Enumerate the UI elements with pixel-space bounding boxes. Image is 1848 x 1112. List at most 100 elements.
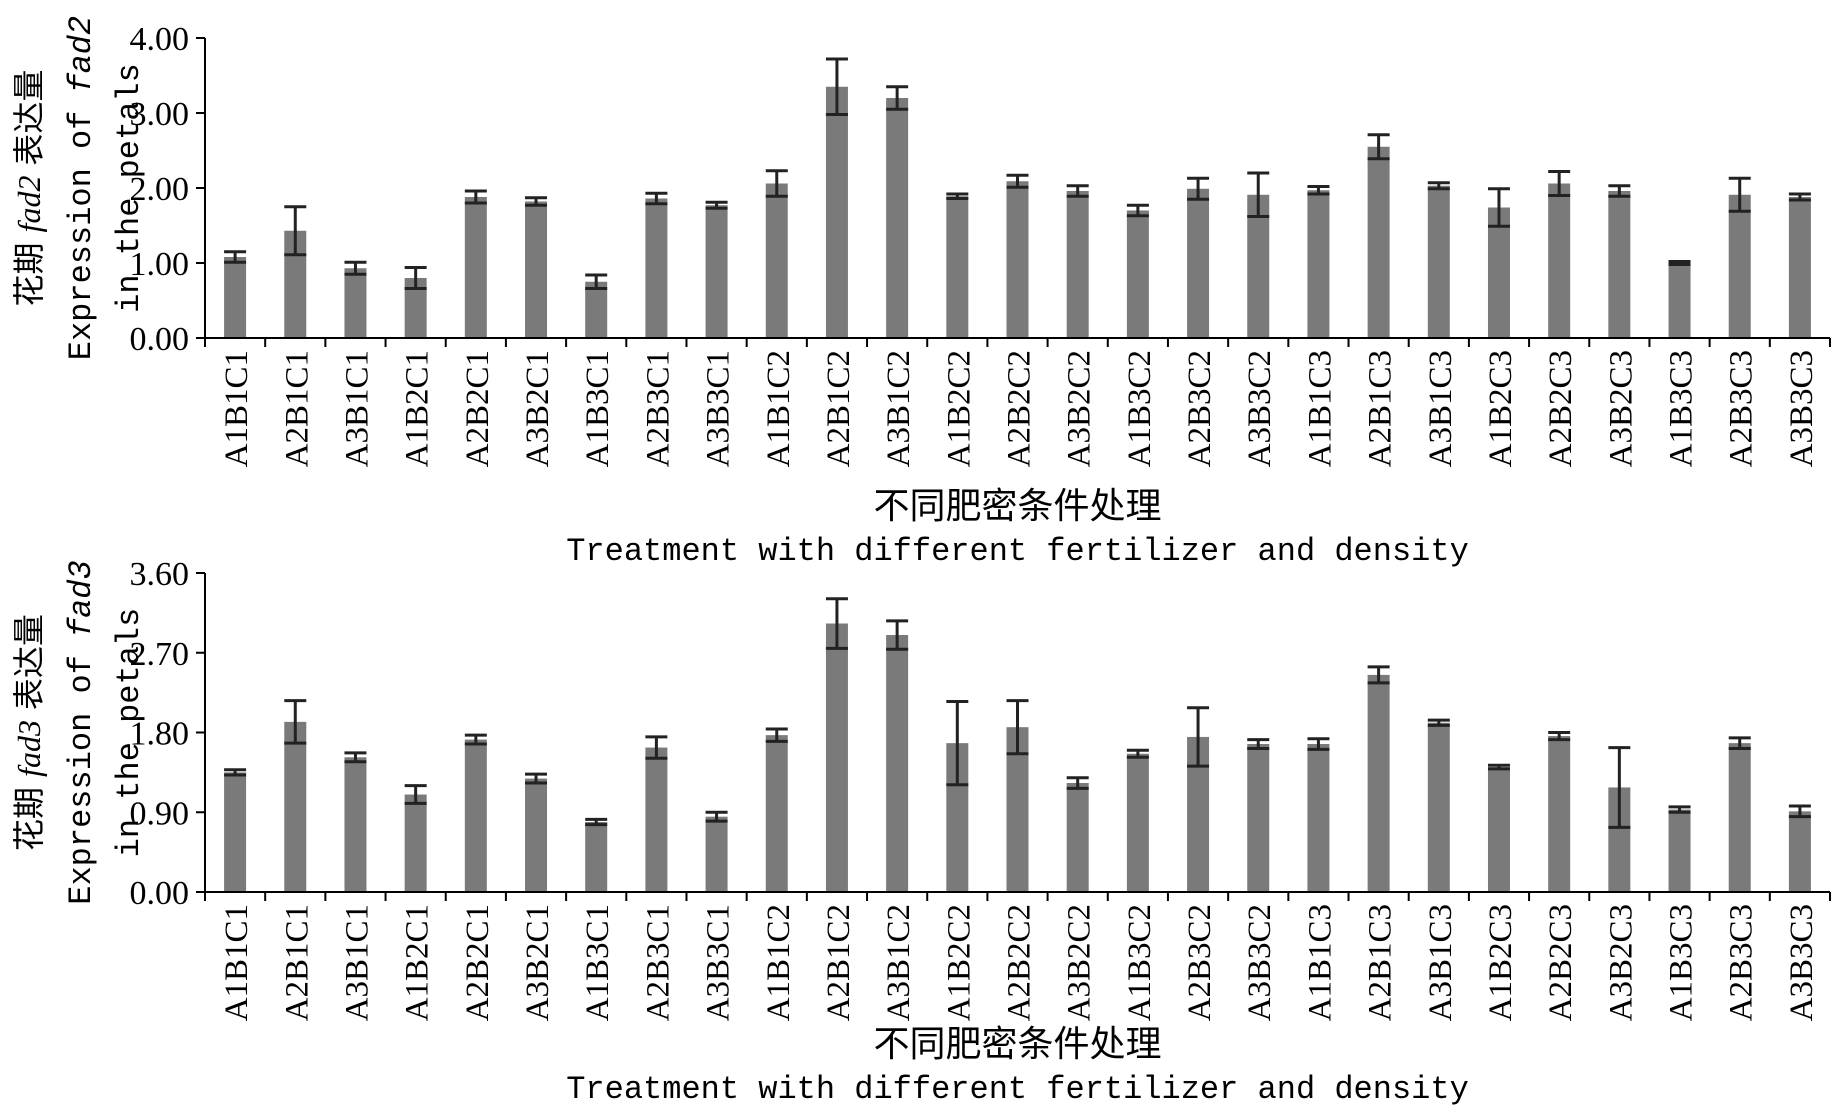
- y-tick-label: 1.00: [130, 246, 190, 283]
- x-tick-label: A3B3C2: [1242, 350, 1278, 467]
- bar-a1b1c1: [224, 257, 247, 338]
- bar-a1b2c2: [946, 196, 969, 338]
- x-tick-label: A1B2C1: [400, 904, 436, 1021]
- x-axis-title-en: Treatment with different fertilizer and …: [566, 533, 1469, 570]
- bar-a3b3c3: [1788, 811, 1811, 892]
- bar-a3b3c3: [1788, 197, 1811, 338]
- x-tick-label: A3B3C3: [1784, 350, 1820, 467]
- bar-a1b2c3: [1487, 767, 1510, 892]
- x-tick-label: A3B2C2: [1062, 904, 1098, 1021]
- bar-a1b2c1: [404, 278, 427, 338]
- x-tick-label: A3B3C2: [1242, 904, 1278, 1021]
- bar-a3b1c1: [344, 757, 367, 892]
- x-axis-title-en: Treatment with different fertilizer and …: [566, 1071, 1469, 1108]
- x-tick-label: A1B1C3: [1302, 350, 1338, 467]
- y-tick-label: 3.60: [130, 556, 190, 593]
- bar-a1b3c1: [585, 281, 608, 338]
- x-tick-label: A3B2C3: [1603, 904, 1639, 1021]
- bar-a1b3c2: [1126, 753, 1149, 892]
- bar-a3b2c3: [1608, 191, 1631, 338]
- x-tick-label: A1B3C3: [1664, 350, 1700, 467]
- x-tick-label: A2B3C3: [1724, 904, 1760, 1021]
- y-tick-label: 0.90: [130, 795, 190, 832]
- x-tick-label: A1B1C3: [1302, 904, 1338, 1021]
- x-tick-label: A3B2C1: [520, 350, 556, 467]
- x-tick-label: A2B3C1: [640, 904, 676, 1021]
- bar-a2b1c2: [825, 86, 848, 338]
- y-tick-label: 3.00: [130, 96, 190, 133]
- x-tick-label: A3B1C3: [1423, 350, 1459, 467]
- x-tick-label: A3B2C1: [520, 904, 556, 1021]
- bar-a3b2c1: [525, 778, 548, 892]
- bar-a2b3c3: [1728, 743, 1751, 892]
- bar-a1b2c3: [1487, 207, 1510, 338]
- x-tick-label: A2B3C3: [1724, 350, 1760, 467]
- bar-a2b3c2: [1187, 188, 1210, 338]
- x-tick-label: A2B2C1: [460, 350, 496, 467]
- bar-a2b1c3: [1367, 674, 1390, 892]
- x-tick-label: A3B2C2: [1062, 350, 1098, 467]
- x-tick-label: A2B3C1: [640, 350, 676, 467]
- x-tick-label: A2B2C1: [460, 904, 496, 1021]
- x-tick-label: A1B2C2: [941, 350, 977, 467]
- bar-a2b2c1: [464, 739, 487, 892]
- bar-a1b3c3: [1668, 809, 1691, 892]
- bar-a3b1c3: [1427, 185, 1450, 338]
- bar-a1b1c2: [765, 735, 788, 892]
- x-tick-label: A1B2C1: [400, 350, 436, 467]
- bar-a2b2c2: [1006, 727, 1029, 892]
- bar-a2b1c2: [825, 623, 848, 892]
- x-tick-label: A1B3C1: [580, 904, 616, 1021]
- x-tick-label: A3B3C3: [1784, 904, 1820, 1021]
- bar-a1b1c3: [1307, 744, 1330, 892]
- y-tick-label: 0.00: [130, 875, 190, 912]
- x-tick-label: A1B1C1: [219, 904, 255, 1021]
- x-tick-label: A3B3C1: [701, 904, 737, 1021]
- bar-a2b3c2: [1187, 736, 1210, 892]
- bar-a3b3c2: [1247, 194, 1270, 338]
- bar-a1b1c3: [1307, 190, 1330, 338]
- bar-a2b3c1: [645, 198, 668, 338]
- y-tick-label: 4.00: [130, 21, 190, 58]
- x-tick-label: A1B3C2: [1122, 904, 1158, 1021]
- x-tick-label: A1B1C2: [761, 904, 797, 1021]
- bar-a2b1c1: [284, 230, 307, 338]
- y-tick-label: 2.00: [130, 171, 190, 208]
- x-tick-label: A1B2C3: [1483, 904, 1519, 1021]
- x-tick-label: A1B3C3: [1664, 904, 1700, 1021]
- y-axis-title-en-2: in the petals: [111, 63, 148, 313]
- bar-a2b2c3: [1548, 736, 1571, 892]
- bar-a3b3c1: [705, 816, 728, 892]
- bar-a2b1c3: [1367, 146, 1390, 338]
- x-tick-label: A2B3C2: [1182, 904, 1218, 1021]
- bar-a3b2c2: [1066, 783, 1089, 892]
- bar-a3b1c2: [886, 98, 909, 338]
- x-axis-title-cn: 不同肥密条件处理: [873, 1024, 1161, 1065]
- bar-a3b2c3: [1608, 787, 1631, 892]
- x-tick-label: A3B1C1: [339, 350, 375, 467]
- bar-a3b2c1: [525, 201, 548, 338]
- x-tick-label: A2B3C2: [1182, 350, 1218, 467]
- bar-a1b2c2: [946, 743, 969, 892]
- y-axis-title-cn: 花期fad2表达量: [10, 70, 48, 307]
- bar-a3b2c2: [1066, 191, 1089, 338]
- bar-a1b1c2: [765, 183, 788, 338]
- x-axis-title-cn: 不同肥密条件处理: [873, 486, 1161, 527]
- x-tick-label: A3B1C2: [881, 904, 917, 1021]
- bar-a2b2c1: [464, 197, 487, 338]
- chart-panel-1: 0.00 1.00 2.00 3.00 4.00 A1B1C1 A2B1C1 A3B1C1 A1…: [10, 16, 1831, 570]
- y-axis-title-en-2: in the petals: [111, 608, 148, 858]
- chart-panel-2: 0.00 0.90 1.80 2.70 3.60 A1B1C1 A2B1C1 A3B1C1 A1…: [10, 556, 1831, 1108]
- bar-a3b1c2: [886, 635, 909, 892]
- x-tick-label: A2B1C1: [279, 904, 315, 1021]
- x-tick-label: A3B1C1: [339, 904, 375, 1021]
- x-tick-label: A2B1C3: [1363, 904, 1399, 1021]
- bar-a3b1c3: [1427, 722, 1450, 892]
- x-tick-label: A1B2C3: [1483, 350, 1519, 467]
- y-axis-title-en: Expression offad2: [63, 16, 100, 360]
- bar-a1b2c1: [404, 794, 427, 892]
- y-axis-title-cn: 花期fad3表达量: [10, 614, 48, 851]
- bar-a3b1c1: [344, 268, 367, 338]
- bar-a2b2c2: [1006, 181, 1029, 338]
- x-tick-label: A1B3C1: [580, 350, 616, 467]
